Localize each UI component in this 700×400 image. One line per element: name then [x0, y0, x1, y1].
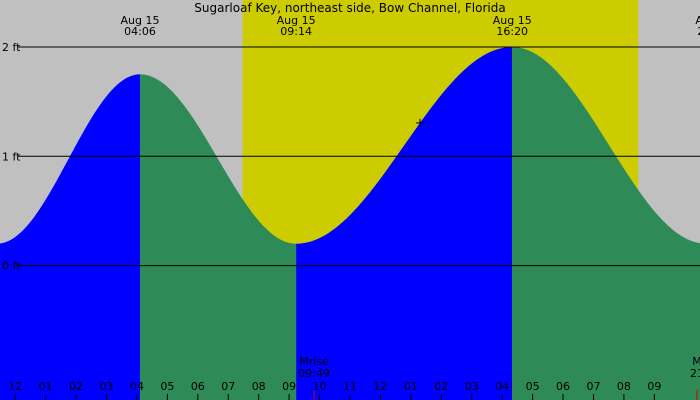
current-time-marker	[416, 118, 424, 127]
extreme-time-label: 04:06	[124, 25, 156, 38]
falling-tide-area	[512, 46, 700, 400]
extreme-time-label: 16:20	[496, 25, 528, 38]
hour-tick-label: 07	[586, 380, 600, 393]
moon-event-label: Mrise	[299, 355, 329, 368]
hour-tick-label: 03	[465, 380, 479, 393]
level-lines	[18, 46, 700, 267]
hour-tick-label: 04	[130, 380, 144, 393]
hour-tick-label: 05	[160, 380, 174, 393]
hour-tick-label: 02	[434, 380, 448, 393]
y-tick-label: 1 ft	[2, 150, 21, 163]
hour-tick-label: 11	[343, 380, 357, 393]
hour-tick-label: 10	[313, 380, 327, 393]
hour-tick-label: 12	[8, 380, 22, 393]
hour-tick-label: 12	[373, 380, 387, 393]
extreme-date-label: Aug 15	[493, 14, 532, 27]
extreme-time-label: 09:14	[280, 25, 312, 38]
hour-tick-label: 08	[252, 380, 266, 393]
extreme-time-label: 21:	[697, 25, 700, 38]
chart-title: Sugarloaf Key, northeast side, Bow Chann…	[194, 1, 505, 15]
extreme-date-label: Aug 15	[277, 14, 316, 27]
tide-areas	[0, 46, 700, 400]
hour-tick-label: 03	[100, 380, 114, 393]
x-axis-ticks: 1112010203040506070809101112010203040506…	[8, 380, 661, 400]
hour-tick-label: 06	[191, 380, 205, 393]
hour-tick-label: 08	[617, 380, 631, 393]
moon-event-time: 09:49	[298, 367, 330, 380]
hour-tick-label: 02	[69, 380, 83, 393]
hour-tick-label: 07	[221, 380, 235, 393]
moon-event-label: M	[692, 355, 700, 368]
falling-tide-area	[140, 74, 297, 400]
y-tick-label: 0 ft	[2, 260, 21, 273]
hour-tick-label: 06	[556, 380, 570, 393]
extreme-date-label: Aug	[695, 14, 700, 27]
extreme-date-label: Aug 15	[121, 14, 160, 27]
hour-tick-label: 09	[647, 380, 661, 393]
hour-tick-label: 01	[404, 380, 418, 393]
moon-event-time: 21	[690, 367, 700, 380]
hour-tick-label: 04	[495, 380, 509, 393]
rising-tide-area	[296, 46, 513, 400]
hour-tick-label: 05	[526, 380, 540, 393]
hour-tick-label: 09	[282, 380, 296, 393]
rising-tide-area	[0, 74, 140, 400]
y-tick-label: 2 ft	[2, 41, 21, 54]
hour-tick-label: 01	[39, 380, 53, 393]
y-axis-labels: 0 ft 1 ft 2 ft	[2, 41, 21, 273]
